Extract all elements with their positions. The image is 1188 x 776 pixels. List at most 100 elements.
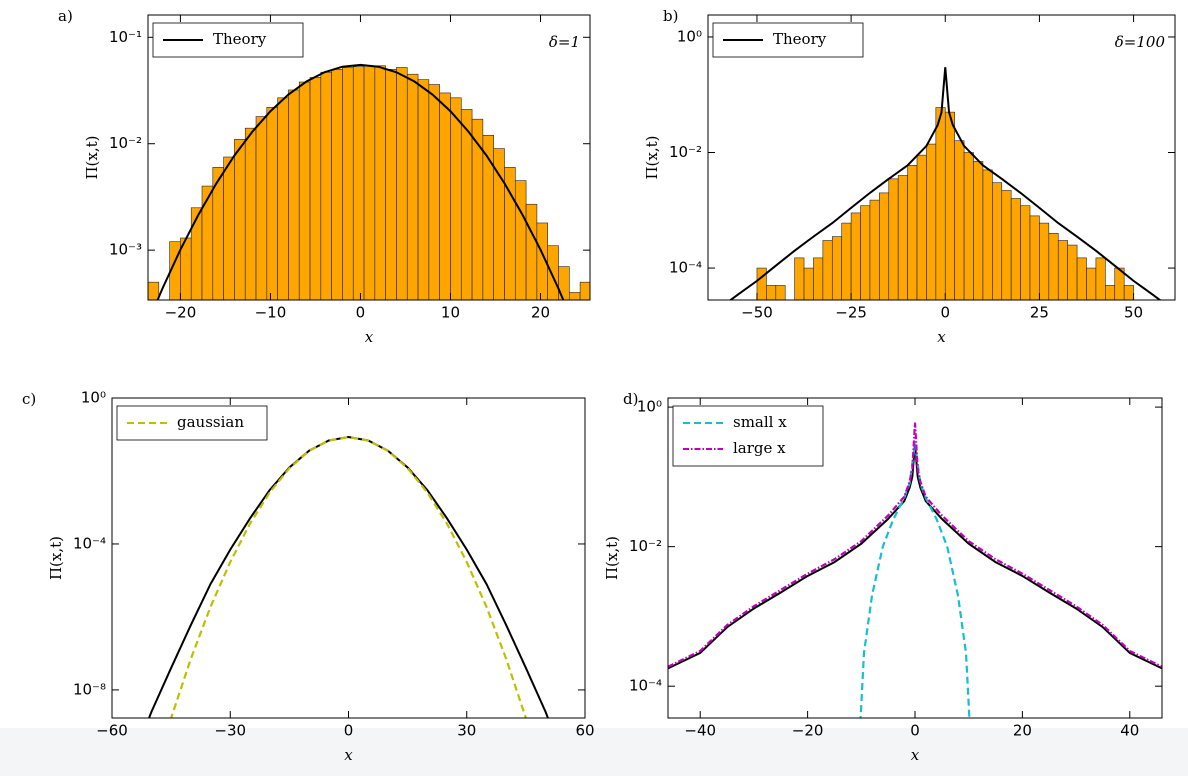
y-axis-label: Π(x,t) [47, 536, 65, 580]
plot-area [728, 67, 1162, 300]
line [169, 435, 528, 718]
bar [493, 148, 505, 300]
bar [1067, 244, 1078, 300]
bar [869, 199, 880, 300]
panel: −50 −25 0 25 50 10⁰ 10⁻² 10⁻⁴ x Π(x,t) b) δ=100 Theo… [643, 7, 1176, 346]
line [668, 422, 1162, 668]
bar [1010, 198, 1021, 300]
x-axis-label: x [344, 746, 353, 764]
axes-frame [147, 14, 591, 301]
bar [352, 66, 365, 300]
bar [396, 67, 408, 300]
y-tick-label: 10⁻² [109, 134, 142, 152]
legend-label: Theory [773, 30, 827, 48]
line [156, 63, 565, 300]
x-tick-label: 50 [1124, 304, 1143, 322]
legend-label: Theory [213, 30, 267, 48]
x-axis-label: x [911, 746, 920, 764]
bar [775, 285, 786, 300]
x-tick-label: 20 [1013, 722, 1032, 740]
legend-label: large x [733, 439, 786, 457]
bar [460, 109, 473, 300]
bar [916, 154, 927, 300]
line [668, 443, 1162, 670]
bar [579, 281, 590, 300]
bar [190, 207, 203, 300]
bar [822, 240, 833, 300]
bar [831, 236, 842, 300]
panel: −20 −10 0 10 20 10⁻¹ 10⁻² 10⁻³ x Π(x,t) a) δ=1 Theor… [58, 7, 591, 346]
y-tick-label: 10⁻⁸ [73, 680, 106, 698]
bar [841, 222, 852, 300]
legend-label: gaussian [177, 413, 244, 431]
bar [342, 67, 354, 300]
bar [288, 89, 300, 300]
x-tick-label: 0 [344, 722, 354, 740]
x-tick-label: 25 [1030, 304, 1049, 322]
bar [794, 257, 805, 300]
line [859, 443, 971, 718]
bar [803, 267, 814, 300]
x-tick-label: 0 [940, 304, 950, 322]
x-tick-label: −40 [684, 722, 716, 740]
bar [766, 285, 777, 300]
x-tick-label: −20 [165, 304, 197, 322]
bar [428, 84, 440, 300]
panel: −60 −30 0 30 60 10⁰ 10⁻⁴ 10⁻⁸ x Π(x,t) c) gaussian [22, 389, 595, 765]
y-tick-label: 10⁰ [677, 27, 702, 45]
x-tick-label: 40 [1120, 722, 1139, 740]
plot-area [148, 63, 590, 300]
plot-area [147, 435, 550, 718]
bar [568, 292, 581, 300]
bar [450, 97, 462, 300]
annotation: δ=100 [1115, 33, 1166, 51]
y-tick-label: 10⁻¹ [109, 28, 142, 46]
y-tick-label: 10⁻⁴ [73, 534, 106, 552]
panel-label: d) [623, 390, 638, 408]
line [728, 67, 1162, 300]
x-tick-label: −30 [214, 722, 246, 740]
bar [234, 139, 246, 300]
bottom-strip [0, 728, 1188, 776]
bar [850, 212, 861, 300]
y-tick-label: 10⁻³ [109, 241, 142, 259]
bar [982, 169, 993, 300]
bar [879, 192, 890, 300]
bar [963, 152, 974, 300]
axes-frame [707, 14, 1176, 301]
x-tick-label: 20 [531, 304, 550, 322]
bar [525, 203, 538, 300]
bar [266, 106, 278, 300]
y-axis-label: Π(x,t) [83, 135, 101, 179]
x-tick-label: 30 [457, 722, 476, 740]
bar [320, 71, 332, 300]
y-tick-label: 10⁻⁴ [629, 677, 662, 695]
x-tick-label: −25 [835, 304, 867, 322]
bar [992, 182, 1003, 300]
bar [363, 65, 376, 300]
bar [417, 79, 430, 300]
x-tick-label: 10 [441, 304, 460, 322]
x-tick-label: 0 [910, 722, 920, 740]
bar [1086, 267, 1097, 300]
panel-label: a) [58, 7, 73, 25]
bar [897, 175, 908, 300]
bar [558, 266, 570, 300]
bar [935, 107, 946, 300]
annotation: δ=1 [549, 33, 580, 51]
legend-box [672, 405, 824, 467]
bar [926, 143, 937, 300]
bar [406, 73, 419, 300]
plot-area [668, 422, 1162, 718]
bar [1105, 285, 1116, 300]
bar [244, 127, 257, 300]
bar [514, 180, 527, 300]
panel-label: c) [22, 390, 36, 408]
bar [1076, 257, 1087, 300]
bar [298, 81, 311, 300]
bar [331, 69, 343, 300]
x-tick-label: 0 [356, 304, 366, 322]
bar [223, 156, 235, 300]
x-tick-label: −20 [792, 722, 824, 740]
bar [374, 65, 386, 300]
